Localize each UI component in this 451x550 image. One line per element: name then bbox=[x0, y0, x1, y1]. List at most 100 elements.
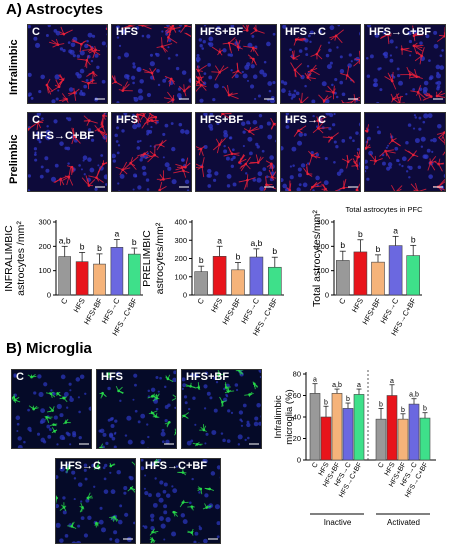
cell-process bbox=[171, 397, 176, 401]
cell-body bbox=[297, 129, 300, 132]
bar bbox=[267, 266, 282, 296]
astrocyte-cell bbox=[435, 90, 445, 98]
astrocyte-cell bbox=[148, 113, 158, 125]
cell-process bbox=[100, 447, 101, 448]
astrocyte-cell bbox=[412, 42, 424, 55]
nucleus-dot bbox=[35, 131, 40, 136]
nucleus-dot bbox=[137, 185, 142, 190]
nucleus-dot bbox=[132, 81, 135, 85]
nucleus-dot bbox=[289, 165, 293, 168]
bar bbox=[335, 260, 350, 296]
cell-body bbox=[72, 135, 76, 138]
cell-body bbox=[227, 93, 231, 97]
cell-process bbox=[164, 26, 174, 29]
nucleus-dot bbox=[432, 137, 437, 143]
nucleus-dot bbox=[82, 155, 88, 161]
cell-body bbox=[150, 395, 154, 398]
nucleus-dot bbox=[41, 117, 44, 120]
nucleus-dot bbox=[367, 25, 372, 28]
astrocyte-cell bbox=[353, 50, 360, 67]
bar bbox=[397, 418, 409, 461]
nucleus-dot bbox=[145, 178, 150, 182]
nucleus-dot bbox=[117, 56, 121, 60]
cell-process bbox=[243, 45, 254, 49]
nucleus-dot bbox=[132, 113, 135, 117]
nucleus-dot bbox=[59, 466, 65, 472]
nucleus-dot bbox=[134, 409, 138, 413]
nucleus-dot bbox=[141, 441, 144, 445]
significance-letter: b bbox=[358, 229, 363, 239]
cell-process bbox=[185, 32, 191, 37]
nucleus-dot bbox=[159, 480, 164, 485]
nucleus-dot bbox=[213, 408, 218, 413]
cell-body bbox=[190, 531, 194, 534]
nucleus-dot bbox=[194, 423, 197, 426]
cell-body bbox=[151, 530, 154, 534]
nucleus-dot bbox=[150, 462, 154, 466]
cell-body bbox=[129, 486, 133, 490]
astrocyte-cell bbox=[412, 25, 424, 42]
astrocyte-cell bbox=[94, 124, 107, 139]
microglia-cell bbox=[109, 462, 116, 468]
cell-process bbox=[73, 136, 81, 144]
astrocyte-cell bbox=[322, 132, 339, 143]
cell-process bbox=[343, 178, 347, 188]
cell-body bbox=[444, 143, 445, 146]
nucleus-dot bbox=[439, 54, 443, 58]
significance-letter: a bbox=[217, 235, 222, 245]
nucleus-dot bbox=[182, 377, 186, 382]
nucleus-dot bbox=[213, 178, 217, 182]
cell-body bbox=[202, 428, 206, 432]
cell-process bbox=[399, 102, 405, 103]
nucleus-dot bbox=[258, 370, 261, 373]
nucleus-dot bbox=[103, 489, 109, 494]
nucleus-dot bbox=[99, 428, 105, 434]
nucleus-dot bbox=[289, 175, 294, 180]
nucleus-dot bbox=[325, 113, 331, 116]
nucleus-dot bbox=[51, 99, 56, 103]
cell-process bbox=[341, 103, 344, 104]
cell-process bbox=[391, 71, 394, 82]
cell-body bbox=[169, 77, 173, 81]
nucleus-dot bbox=[288, 90, 291, 93]
nucleus-dot bbox=[117, 519, 123, 525]
cell-process bbox=[96, 177, 104, 183]
cell-body bbox=[412, 34, 416, 38]
nucleus-dot bbox=[115, 140, 119, 143]
nucleus-dot bbox=[164, 418, 168, 423]
nucleus-dot bbox=[181, 70, 187, 75]
bar bbox=[110, 247, 124, 296]
cell-process bbox=[397, 188, 402, 191]
nucleus-dot bbox=[23, 440, 26, 444]
cell-process bbox=[219, 66, 229, 73]
nucleus-dot bbox=[146, 34, 151, 39]
nucleus-dot bbox=[382, 52, 386, 56]
nucleus-dot bbox=[412, 88, 416, 91]
cell-process bbox=[263, 184, 267, 191]
astrocyte-cell bbox=[166, 28, 178, 44]
cell-process bbox=[159, 186, 167, 191]
cell-body bbox=[167, 36, 170, 39]
cell-process bbox=[86, 72, 94, 77]
microglia-cell bbox=[51, 427, 58, 434]
cell-process bbox=[248, 162, 259, 164]
cell-body bbox=[113, 515, 116, 519]
nucleus-dot bbox=[135, 467, 136, 470]
nucleus-dot bbox=[102, 466, 106, 470]
nucleus-dot bbox=[55, 97, 59, 101]
cell-process bbox=[163, 97, 174, 101]
nucleus-dot bbox=[289, 48, 292, 52]
micrograph-microglia-c: C bbox=[11, 369, 92, 449]
nucleus-dot bbox=[435, 81, 439, 85]
cell-process bbox=[150, 540, 153, 543]
cell-body bbox=[45, 83, 49, 87]
nucleus-dot bbox=[328, 127, 332, 131]
cell-body bbox=[64, 421, 68, 424]
nucleus-dot bbox=[39, 133, 44, 137]
cell-process bbox=[168, 36, 178, 44]
nucleus-dot bbox=[141, 165, 147, 171]
nucleus-dot bbox=[139, 139, 142, 143]
nucleus-dot bbox=[230, 164, 235, 168]
nucleus-dot bbox=[79, 50, 85, 56]
nucleus-dot bbox=[396, 73, 401, 78]
